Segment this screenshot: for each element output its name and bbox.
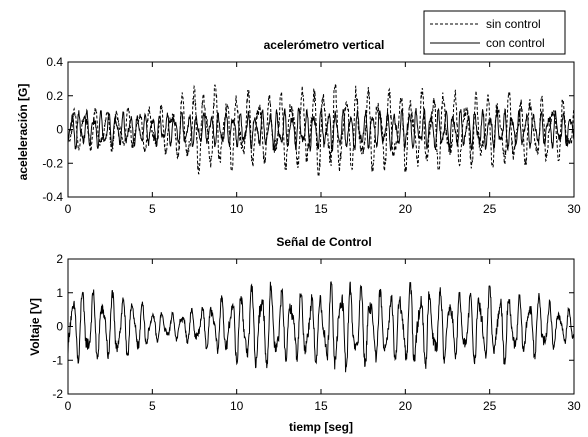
- chart-title: acelerómetro vertical: [264, 38, 385, 52]
- y-tick-label: 0.2: [46, 89, 63, 103]
- y-tick-label: 2: [56, 252, 63, 266]
- x-tick-label: 30: [567, 399, 581, 413]
- tick-group: 0 5 10 15 20 25 30 -2 -1 0 1 2: [52, 252, 581, 413]
- legend-label-sin-control: sin control: [486, 17, 541, 31]
- y-axis-label: Voltaje [V]: [28, 298, 42, 356]
- x-tick-label: 20: [399, 202, 413, 216]
- series-group: [67, 82, 575, 177]
- x-tick-label: 10: [230, 202, 244, 216]
- x-axis-label: tiemp [seg]: [289, 420, 353, 434]
- tick-group: 0 5 10 15 20 25 30 -0.4 -0.2 0 0.2 0.4: [42, 55, 581, 216]
- y-tick-label: -0.2: [42, 156, 63, 170]
- x-tick-label: 5: [149, 399, 156, 413]
- y-tick-label: -1: [52, 353, 63, 367]
- legend-box: [423, 10, 566, 55]
- x-tick-label: 0: [65, 399, 72, 413]
- y-tick-label: 0: [56, 320, 63, 334]
- series-line-sin-control: [67, 82, 575, 177]
- plot-frame: [67, 258, 575, 395]
- y-tick-label: 0.4: [46, 55, 63, 69]
- series-line-con-control: [67, 281, 575, 373]
- y-tick-label: 1: [56, 286, 63, 300]
- chart-senal-control: Señal de Control Voltaje [V] tiemp [seg]…: [28, 235, 581, 434]
- chart-title: Señal de Control: [276, 235, 371, 249]
- y-tick-label: -0.4: [42, 190, 63, 204]
- x-tick-label: 25: [483, 399, 497, 413]
- chart-acelerometro: acelerómetro vertical aceleleración [G] …: [16, 38, 581, 216]
- y-axis-label: aceleleración [G]: [16, 84, 30, 181]
- x-tick-label: 30: [567, 202, 581, 216]
- series-line-con-control: [67, 107, 575, 152]
- plot-frame: [67, 61, 575, 198]
- x-tick-label: 25: [483, 202, 497, 216]
- y-tick-label: 0: [56, 123, 63, 137]
- x-tick-label: 0: [65, 202, 72, 216]
- x-tick-label: 15: [314, 399, 328, 413]
- x-tick-label: 10: [230, 399, 244, 413]
- legend: sin control con control: [423, 10, 566, 55]
- x-tick-label: 20: [399, 399, 413, 413]
- y-tick-label: -2: [52, 387, 63, 401]
- x-tick-label: 15: [314, 202, 328, 216]
- legend-label-con-control: con control: [486, 36, 545, 50]
- x-tick-label: 5: [149, 202, 156, 216]
- series-group: [67, 281, 575, 373]
